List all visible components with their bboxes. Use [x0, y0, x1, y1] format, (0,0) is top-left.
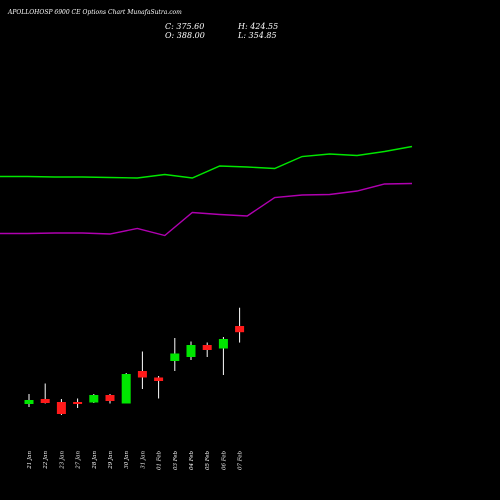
candle-body — [235, 326, 245, 333]
candle-body — [218, 339, 228, 349]
x-axis-labels: 21 Jan 22 Jan 23 Jan 27 Jan 28 Jan 29 Jan 30 J… — [27, 451, 244, 471]
open-value: O: 388.00 — [165, 31, 205, 40]
candle — [186, 341, 196, 360]
candle — [40, 383, 50, 404]
candle — [202, 342, 212, 357]
x-tick-label: 31 Jan — [140, 451, 146, 469]
x-tick-label: 23 Jan — [59, 451, 65, 470]
candle-body — [24, 400, 34, 404]
candle — [235, 307, 245, 343]
candle — [24, 394, 34, 407]
x-tick-label: 01 Feb — [157, 451, 163, 471]
candle-body — [105, 395, 115, 401]
candle — [121, 373, 131, 404]
candle — [218, 337, 228, 375]
x-tick-label: 29 Jan — [108, 451, 114, 470]
candle — [170, 338, 180, 371]
candle-body — [56, 402, 66, 414]
line-top — [0, 145, 413, 179]
candle-body — [40, 399, 50, 403]
candle — [89, 394, 99, 403]
candle-body — [89, 395, 99, 403]
moving-average-lines — [0, 145, 413, 237]
candle-body — [121, 374, 131, 404]
candle — [154, 376, 164, 399]
candle — [73, 398, 83, 408]
candles — [24, 307, 245, 415]
x-tick-label: 07 Feb — [238, 451, 244, 471]
x-tick-label: 22 Jan — [43, 451, 49, 470]
x-tick-label: 28 Jan — [92, 451, 98, 470]
candle-body — [186, 345, 196, 357]
x-tick-label: 30 Jan — [124, 451, 130, 469]
candle-body — [73, 402, 83, 404]
candle-body — [202, 345, 212, 350]
x-tick-label: 06 Feb — [221, 451, 227, 471]
x-tick-label: 05 Feb — [205, 451, 211, 471]
x-tick-label: 27 Jan — [76, 451, 82, 470]
high-value: H: 424.55 — [238, 22, 279, 31]
candle — [137, 351, 147, 389]
candle — [56, 399, 66, 415]
candle — [105, 394, 115, 404]
chart-title: APOLLOHOSP 6900 CE Options Chart MunafaS… — [8, 9, 182, 16]
candle-body — [137, 371, 147, 378]
close-value: C: 375.60 — [165, 22, 205, 31]
line-bottom — [0, 182, 413, 237]
x-tick-label: 21 Jan — [27, 451, 33, 470]
x-tick-label: 03 Feb — [173, 451, 179, 471]
candle-body — [170, 353, 180, 361]
x-tick-label: 04 Feb — [189, 451, 195, 471]
candle-body — [154, 377, 164, 381]
low-value: L: 354.85 — [238, 31, 277, 40]
